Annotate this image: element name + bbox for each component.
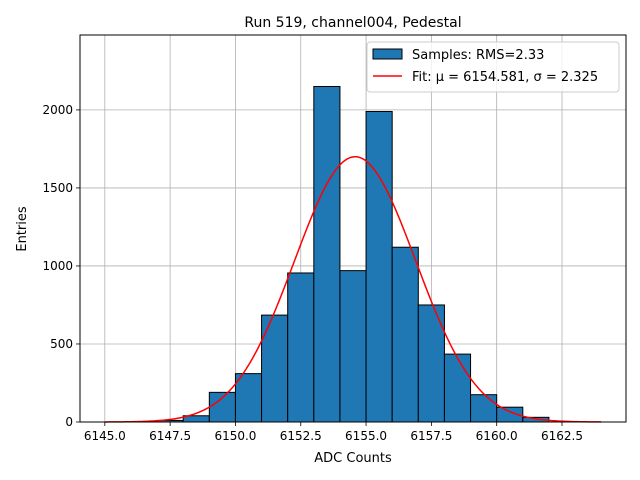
chart-title: Run 519, channel004, Pedestal: [244, 15, 461, 31]
histogram-bar: [470, 394, 498, 423]
legend-hist-label: Samples: RMS=2.33: [412, 48, 544, 63]
histogram-bar: [287, 272, 315, 423]
x-tick-label: 6145.0: [84, 429, 126, 443]
x-axis-ticks: 6145.0 6147.5 6150.0 6152.5 6155.0 6157.5 6160…: [84, 422, 583, 443]
x-tick-label: 6162.5: [541, 429, 583, 443]
legend-hist-swatch: [372, 48, 403, 60]
fit-curve-layer: [104, 155, 602, 423]
y-tick-label: 500: [50, 337, 73, 351]
y-tick-label: 2000: [42, 103, 73, 117]
legend: Samples: RMS=2.33 Fit: μ = 6154.581, σ =…: [366, 41, 620, 93]
y-axis-label: Entries: [15, 206, 30, 252]
histogram-bar: [391, 246, 419, 423]
x-tick-label: 6152.5: [280, 429, 322, 443]
histogram-bar: [234, 373, 263, 423]
histogram-bars: [130, 85, 550, 423]
legend-fit-label: Fit: μ = 6154.581, σ = 2.325: [412, 70, 598, 85]
histogram-bar: [313, 85, 341, 423]
plot-frame: [79, 34, 627, 423]
y-tick-label: 0: [65, 415, 73, 429]
x-tick-label: 6160.0: [476, 429, 518, 443]
x-tick-label: 6157.5: [410, 429, 452, 443]
y-tick-label: 1500: [42, 181, 73, 195]
x-tick-label: 6155.0: [345, 429, 387, 443]
histogram-bar: [443, 353, 472, 423]
histogram-bar: [339, 270, 367, 423]
y-tick-label: 1000: [42, 259, 73, 273]
x-axis-label: ADC Counts: [314, 451, 392, 466]
x-tick-label: 6150.0: [214, 429, 256, 443]
histogram-bar: [261, 314, 289, 423]
fit-curve: [104, 155, 602, 423]
y-axis-ticks: 0 500 1000 1500 2000: [42, 103, 80, 429]
histogram-bar: [365, 110, 393, 423]
x-tick-label: 6147.5: [149, 429, 191, 443]
legend-box: [366, 41, 620, 93]
